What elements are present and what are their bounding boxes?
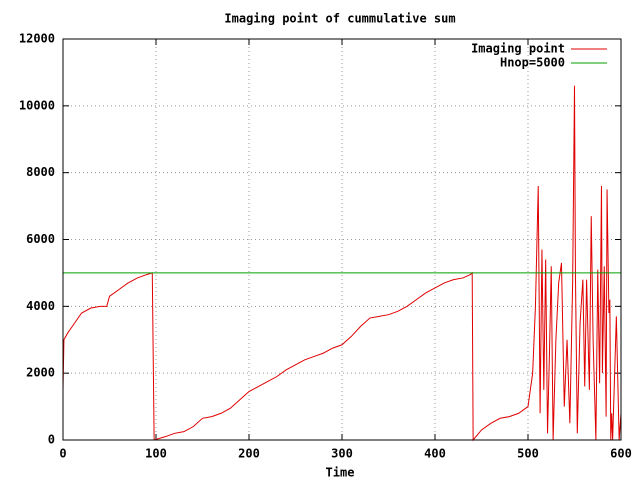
y-tick-label: 4000 [26,299,55,313]
y-tick-label: 8000 [26,165,55,179]
x-tick-label: 100 [145,447,167,461]
x-tick-label: 0 [59,447,66,461]
y-tick-label: 2000 [26,366,55,380]
y-tick-label: 0 [48,433,55,447]
x-tick-label: 400 [424,447,446,461]
x-tick-label: 300 [331,447,353,461]
legend-label: Hnop=5000 [500,56,565,70]
y-tick-label: 6000 [26,232,55,246]
y-tick-label: 10000 [19,98,55,112]
x-axis-label: Time [326,466,355,480]
series-line [62,85,622,442]
x-tick-label: 500 [517,447,539,461]
y-tick-label: 12000 [19,32,55,46]
plot-frame [62,38,622,441]
x-tick-label: 200 [238,447,260,461]
chart-title: Imaging point of cummulative sum [224,12,455,26]
x-tick-label: 600 [610,447,632,461]
legend-label: Imaging point [471,42,565,56]
